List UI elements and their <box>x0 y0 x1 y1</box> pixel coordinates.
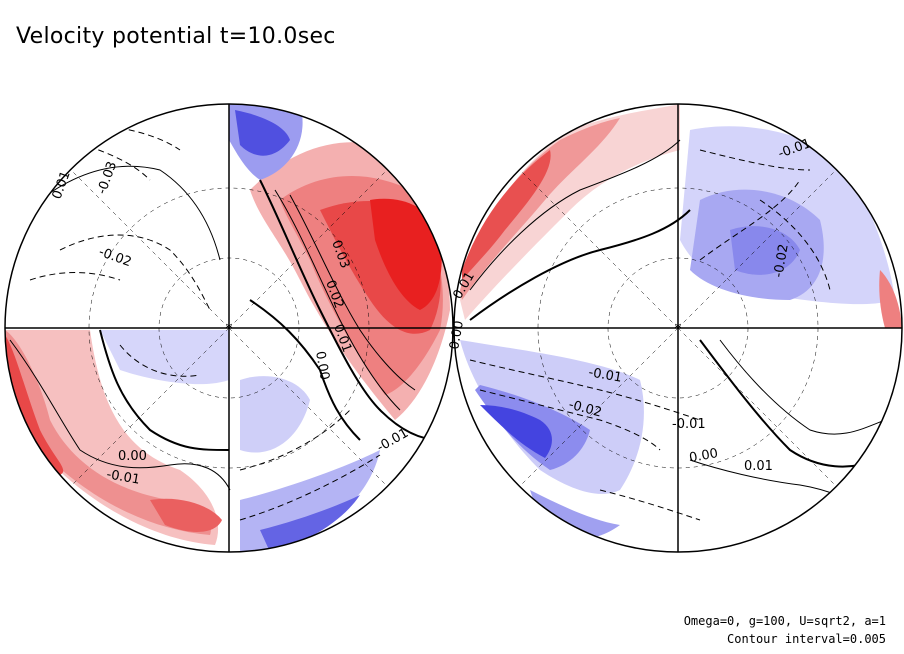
contour-label: -0.01 <box>672 417 706 432</box>
svg-text:*: * <box>226 321 233 337</box>
contour-label: 0.00 <box>447 320 467 351</box>
contour-label: -0.01 <box>105 467 141 488</box>
plot-title: Velocity potential t=10.0sec <box>16 24 336 49</box>
svg-text:*: * <box>675 321 682 337</box>
contour-label: 0.00 <box>118 449 147 464</box>
contour-interval-text: Contour interval=0.005 <box>727 632 886 646</box>
parameter-text: Omega=0, g=100, U=sqrt2, a=1 <box>683 614 886 628</box>
contour-label: -0.02 <box>771 243 792 279</box>
contour-label: 0.01 <box>744 459 773 474</box>
contour-label: -0.01 <box>587 365 623 386</box>
contour-label: 0.00 <box>688 446 719 466</box>
contour-label: 0.00 <box>312 350 332 381</box>
